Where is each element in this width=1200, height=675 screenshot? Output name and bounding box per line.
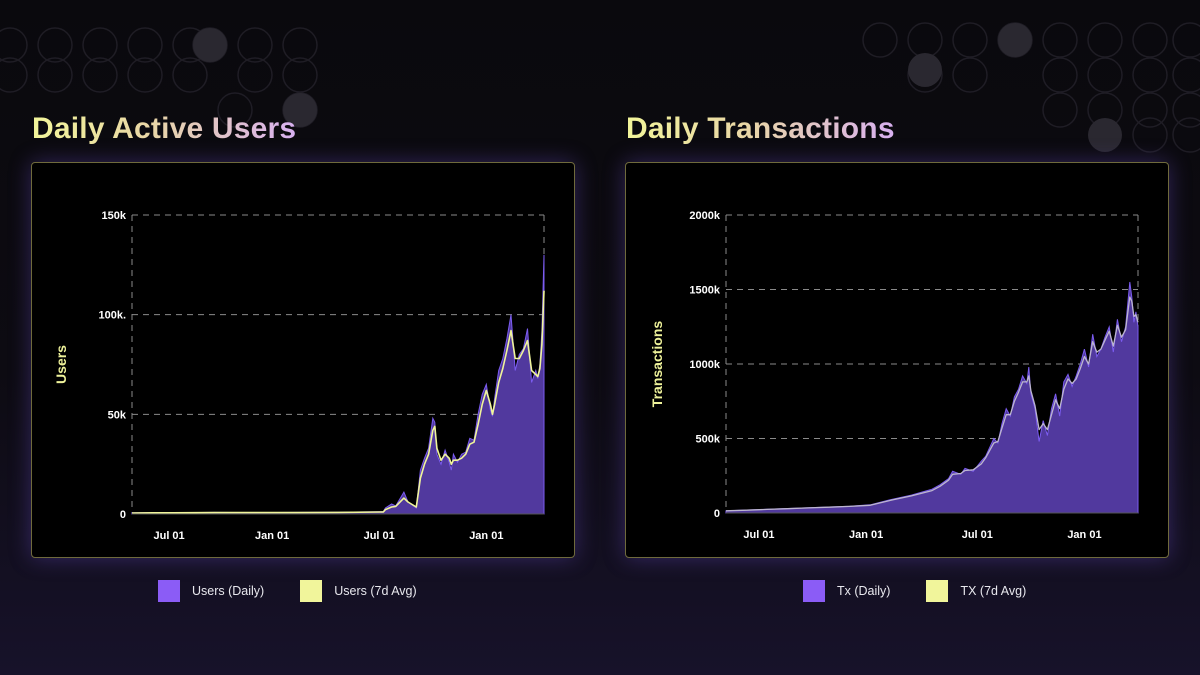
- deco-circle: [1087, 57, 1123, 93]
- y-tick-label: 2000k: [689, 210, 720, 222]
- deco-circle: [282, 27, 318, 63]
- y-tick-label: 0: [120, 509, 126, 521]
- deco-circle: [1132, 117, 1168, 153]
- x-tick-label: Jan 01: [469, 530, 503, 542]
- users-legend: Users (Daily) Users (7d Avg): [158, 580, 417, 602]
- deco-circle: [1042, 22, 1078, 58]
- legend-label-users-daily: Users (Daily): [192, 584, 265, 598]
- x-tick-label: Jan 01: [255, 530, 289, 542]
- deco-circle: [907, 22, 943, 58]
- legend-item-users-daily[interactable]: Users (Daily): [158, 580, 264, 602]
- legend-swatch-users-avg: [300, 580, 323, 602]
- deco-circle-filled: [908, 53, 942, 87]
- legend-label-tx-avg: TX (7d Avg): [960, 584, 1027, 598]
- y-tick-label: 100k.: [98, 310, 126, 322]
- deco-circle: [862, 22, 898, 58]
- transactions-chart-card: 0 500k 1000k 1500k 2000k Jul 01 Jan 01 Jul 01 Ja…: [625, 162, 1169, 558]
- legend-label-users-avg: Users (7d Avg): [334, 584, 417, 598]
- deco-circle: [217, 92, 253, 128]
- deco-circle: [1132, 57, 1168, 93]
- deco-circle-filled: [998, 23, 1032, 57]
- deco-circle: [1042, 57, 1078, 93]
- deco-circle: [1132, 22, 1168, 58]
- chart-title-users: Daily Active Users: [32, 112, 297, 145]
- deco-circle: [1172, 22, 1200, 58]
- legend-item-users-avg[interactable]: Users (7d Avg): [300, 580, 417, 602]
- x-tick-label: Jul 01: [364, 530, 395, 542]
- x-tick-label: Jan 01: [849, 529, 883, 541]
- legend-item-tx-daily[interactable]: Tx (Daily): [803, 580, 890, 602]
- deco-circle: [1172, 117, 1200, 153]
- deco-circle: [1132, 92, 1168, 128]
- deco-circle: [0, 27, 28, 63]
- deco-circle: [1172, 92, 1200, 128]
- legend-item-tx-avg[interactable]: TX (7d Avg): [926, 580, 1026, 602]
- users-chart: 0 50k 100k. 150k Jul 01 Jan 01 Jul 01 Jan 01 Use…: [53, 210, 545, 542]
- deco-circle: [1172, 57, 1200, 93]
- users-chart-card: 0 50k 100k. 150k Jul 01 Jan 01 Jul 01 Jan 01 Use…: [31, 162, 575, 558]
- series-line-7d-avg: [131, 290, 545, 514]
- y-tick-label: 1500k: [689, 285, 720, 297]
- transactions-legend: Tx (Daily) TX (7d Avg): [803, 580, 1026, 602]
- deco-circle-filled: [283, 93, 317, 127]
- deco-circle: [282, 57, 318, 93]
- deco-circle: [1087, 22, 1123, 58]
- legend-label-tx-daily: Tx (Daily): [837, 584, 891, 598]
- deco-circle: [127, 27, 163, 63]
- y-axis-label: Transactions: [649, 321, 665, 408]
- deco-circle: [237, 57, 273, 93]
- deco-circle: [82, 27, 118, 63]
- deco-circle: [82, 57, 118, 93]
- deco-circle: [952, 57, 988, 93]
- deco-circle: [1042, 92, 1078, 128]
- transactions-chart: 0 500k 1000k 1500k 2000k Jul 01 Jan 01 Jul 01 Ja…: [649, 210, 1139, 541]
- x-tick-label: Jul 01: [153, 530, 184, 542]
- x-tick-label: Jul 01: [743, 529, 774, 541]
- y-tick-label: 50k: [108, 409, 127, 421]
- y-tick-label: 500k: [696, 434, 721, 446]
- series-area-daily: [725, 281, 1139, 514]
- deco-circle: [172, 57, 208, 93]
- series-area-daily: [131, 254, 545, 515]
- legend-swatch-users-daily: [158, 580, 180, 602]
- chart-title-transactions: Daily Transactions: [626, 112, 895, 145]
- deco-circle: [127, 57, 163, 93]
- deco-circle: [37, 57, 73, 93]
- deco-circle-filled: [1088, 118, 1122, 152]
- deco-circle-filled: [193, 28, 227, 62]
- deco-circle: [0, 57, 28, 93]
- deco-circle: [237, 27, 273, 63]
- series-line-7d-avg: [725, 296, 1139, 512]
- y-tick-label: 150k: [102, 210, 127, 222]
- x-tick-label: Jan 01: [1067, 529, 1101, 541]
- x-tick-label: Jul 01: [962, 529, 993, 541]
- deco-circle: [37, 27, 73, 63]
- y-tick-label: 0: [714, 508, 720, 520]
- legend-swatch-tx-avg: [926, 580, 949, 602]
- y-tick-label: 1000k: [689, 359, 720, 371]
- legend-swatch-tx-daily: [803, 580, 825, 602]
- deco-circle: [952, 22, 988, 58]
- y-axis-label: Users: [53, 345, 69, 384]
